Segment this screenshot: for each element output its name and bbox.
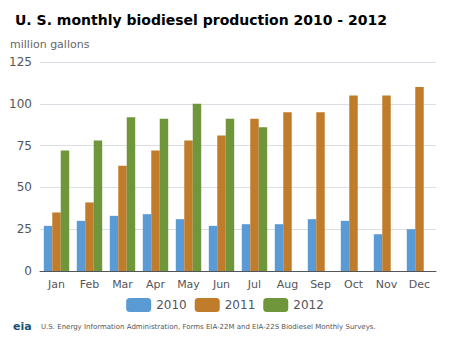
svg-text:0: 0 xyxy=(24,264,32,278)
svg-text:Apr: Apr xyxy=(146,278,166,291)
svg-text:50: 50 xyxy=(17,180,32,194)
svg-text:100: 100 xyxy=(9,97,32,111)
svg-text:U.S. Energy Information Admini: U.S. Energy Information Administration, … xyxy=(41,323,376,331)
svg-text:125: 125 xyxy=(9,55,32,69)
svg-text:eia: eia xyxy=(13,320,32,333)
svg-text:U. S. monthly biodiesel produc: U. S. monthly biodiesel production 2010 … xyxy=(15,12,387,28)
svg-text:Jun: Jun xyxy=(212,278,230,291)
svg-text:2011: 2011 xyxy=(225,298,256,312)
svg-text:25: 25 xyxy=(17,222,32,236)
svg-text:2012: 2012 xyxy=(293,298,324,312)
svg-text:Aug: Aug xyxy=(277,278,298,291)
svg-text:75: 75 xyxy=(17,139,32,153)
svg-text:Sep: Sep xyxy=(310,278,331,291)
svg-text:Oct: Oct xyxy=(344,278,364,291)
svg-text:Jul: Jul xyxy=(247,278,261,291)
svg-text:Feb: Feb xyxy=(80,278,99,291)
svg-text:2010: 2010 xyxy=(156,298,187,312)
svg-text:Mar: Mar xyxy=(112,278,133,291)
svg-text:Dec: Dec xyxy=(409,278,430,291)
svg-text:million gallons: million gallons xyxy=(10,38,90,51)
svg-text:May: May xyxy=(177,278,200,291)
svg-text:Jan: Jan xyxy=(47,278,65,291)
svg-text:Nov: Nov xyxy=(376,278,398,291)
